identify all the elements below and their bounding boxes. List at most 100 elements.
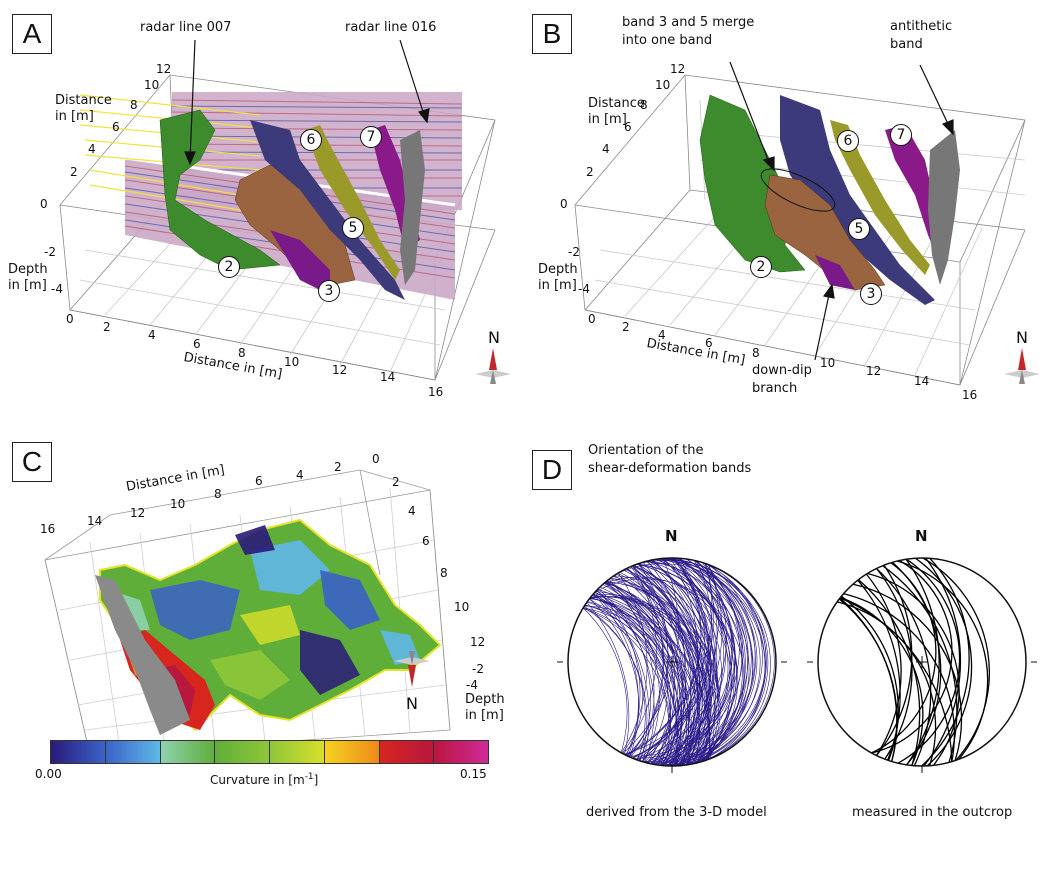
y-tick: 4 [88, 142, 96, 156]
band-label-3: 3 [860, 283, 882, 305]
great-circle-arc [606, 581, 716, 763]
great-circle-arc [585, 604, 671, 766]
great-circle-arc [871, 559, 953, 754]
great-circle-arc [650, 559, 710, 766]
great-circle-arc [921, 558, 970, 766]
colorbar-title-exp: -1 [304, 772, 314, 782]
callout-merge: band 3 and 5 merge into one band [622, 15, 755, 48]
great-circle-arc [675, 558, 743, 762]
great-circle-arc [616, 573, 680, 766]
panel-c-graphic [44, 469, 451, 740]
great-circle-arc [839, 597, 953, 762]
great-circle-arc [582, 608, 670, 766]
band-label-5: 5 [342, 217, 364, 239]
band-label-6: 6 [300, 129, 322, 151]
great-circle-arc [626, 560, 736, 757]
great-circle-arc [603, 583, 672, 766]
axis-distance-top: Distance in [m] [588, 96, 645, 127]
y-tick: 12 [670, 62, 686, 76]
great-circle-arc [875, 568, 913, 760]
right-tick: -2 [472, 662, 484, 676]
great-circle-arc [589, 597, 700, 764]
colorbar-segment [269, 741, 324, 763]
y-tick: -2 [44, 245, 56, 259]
great-circle-arc [646, 560, 713, 763]
band-label-7: 7 [360, 126, 382, 148]
great-circle-arc [604, 582, 699, 766]
great-circle-arc [604, 582, 683, 764]
x-tick: 14 [914, 374, 930, 388]
great-circle-arc [590, 597, 679, 766]
great-circle-arc [583, 607, 680, 766]
great-circle-arc [662, 558, 711, 766]
panel-d-title: Orientation of the shear-deformation ban… [588, 443, 752, 476]
great-circle-arc [607, 580, 675, 765]
great-circle-arc [590, 596, 706, 766]
great-circle-arc [626, 568, 692, 766]
great-circle-arc [590, 597, 678, 766]
y-tick: 2 [70, 165, 78, 179]
band-antithetic-grey [928, 130, 960, 285]
band-6-olive [830, 120, 930, 275]
great-circle-arc [852, 583, 963, 761]
great-circle-arc [595, 591, 709, 764]
band-6-olive [305, 125, 400, 280]
north-label: N [406, 694, 418, 713]
axis-depth: Depth in [m] [538, 262, 578, 293]
right-tick: -4 [466, 678, 478, 692]
right-tick: 8 [440, 566, 448, 580]
great-circle-arc [636, 562, 727, 760]
colorbar-max: 0.15 [460, 767, 487, 781]
colorbar-segment [214, 741, 269, 763]
great-circle-arc [594, 592, 710, 760]
axis-depth: Depth in [m] [8, 262, 48, 293]
y-tick: 8 [640, 98, 648, 112]
colorbar-segment [104, 741, 160, 763]
great-circle-arc [649, 559, 775, 766]
colorbar-segment [159, 741, 215, 763]
compass-b [1004, 348, 1040, 384]
panel-letter: B [532, 14, 572, 54]
panel-a-graphic [59, 39, 511, 384]
band-label-2: 2 [750, 256, 772, 278]
band-3-purple [270, 230, 330, 295]
great-circle-arc [656, 558, 729, 766]
colorbar-segment [433, 741, 488, 763]
x-tick: 4 [658, 328, 666, 342]
great-circle-arc [630, 558, 709, 758]
band-label-6: 6 [837, 130, 859, 152]
colorbar-title-close: ] [313, 773, 319, 787]
compass-a [475, 348, 511, 384]
great-circle-arc [892, 561, 942, 766]
stereonet-left [557, 557, 787, 773]
band-5-navy [780, 95, 935, 305]
axis-distance-top: Distance in [m] [55, 93, 112, 124]
top-tick: 4 [296, 468, 304, 482]
great-circle-arc [838, 598, 898, 762]
right-tick: 6 [422, 534, 430, 548]
north-label: N [488, 328, 500, 347]
right-tick: 10 [454, 600, 470, 614]
great-circle-arc [644, 560, 685, 763]
north-label-right: N [915, 527, 928, 545]
great-circle-arc [589, 598, 644, 756]
stereonet-right [807, 557, 1037, 773]
y-tick: 2 [586, 165, 594, 179]
great-circle-arc [605, 581, 660, 763]
y-tick: 12 [156, 62, 172, 76]
x-tick: 8 [752, 346, 760, 360]
top-tick: 2 [334, 460, 342, 474]
callout-radar-line-016: radar line 016 [345, 20, 437, 35]
great-circle-arc [695, 560, 748, 763]
colorbar [50, 740, 489, 764]
top-tick: 12 [130, 506, 146, 520]
great-circle-arc [589, 598, 639, 758]
north-label: N [1016, 328, 1028, 347]
great-circle-arc [582, 607, 628, 753]
colorbar-title-text: Curvature in [m [210, 773, 305, 787]
great-circle-arc [597, 588, 651, 761]
great-circle-arc [596, 589, 641, 756]
great-circle-arc [632, 564, 719, 759]
great-circle-arc [584, 606, 646, 761]
top-tick: 8 [214, 487, 222, 501]
